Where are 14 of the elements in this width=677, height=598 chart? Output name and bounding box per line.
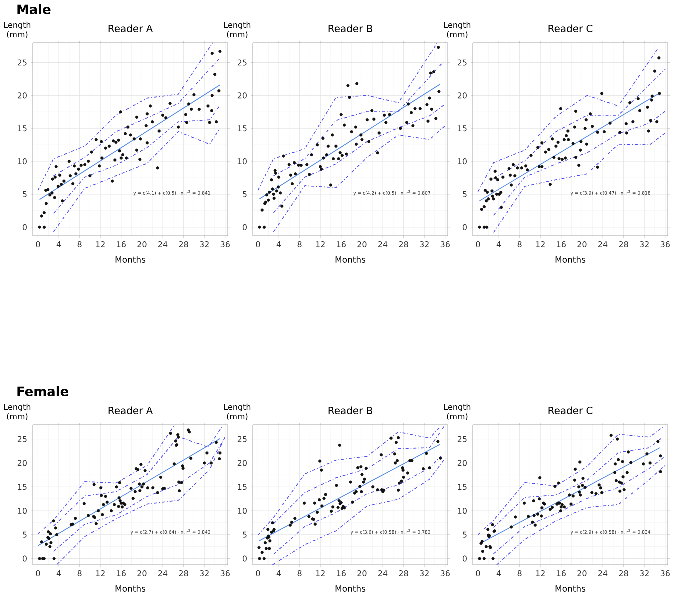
chart-title: Reader B [328,406,372,414]
x-axis-title: Months [116,256,146,263]
x-axis-title: Months [556,585,586,592]
chart-title: Reader A [108,406,154,414]
x-axis-title: Months [556,256,586,263]
text: Female [18,386,68,396]
x-axis-title: Months [116,585,146,592]
x-axis-title: Months [336,256,366,263]
chart-title: Reader C [548,406,593,414]
chart-title: Reader B [328,24,372,32]
x-axis-title: Months [336,585,366,592]
text: Male [18,4,51,14]
chart-title: Reader A [108,24,154,32]
chart-title: Reader C [548,24,593,32]
